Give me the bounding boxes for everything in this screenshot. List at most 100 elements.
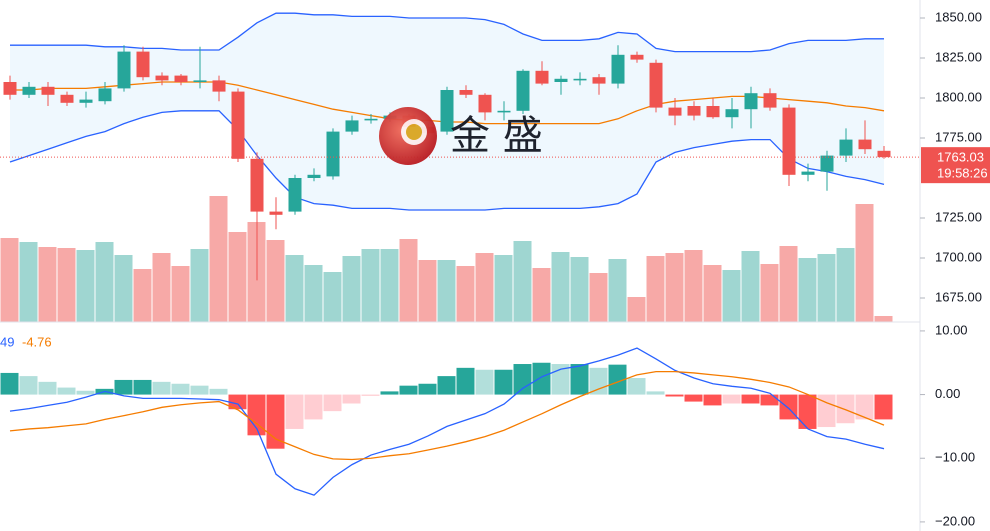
- candle-body: [592, 77, 606, 84]
- candle-body: [459, 90, 473, 95]
- candle-body: [174, 75, 188, 82]
- candle-body: [212, 80, 226, 92]
- candle-body: [41, 86, 55, 95]
- volume-bar: [703, 265, 722, 322]
- volume-bar: [95, 242, 114, 322]
- y-tick-label: 1700.00: [935, 249, 982, 264]
- candle-body: [839, 139, 853, 156]
- volume-bar: [323, 272, 342, 322]
- histogram-bar: [855, 394, 874, 420]
- candle-body: [136, 51, 150, 78]
- histogram-bar: [380, 391, 399, 395]
- histogram-bar: [665, 394, 684, 397]
- volume-bar: [38, 247, 57, 322]
- histogram-bar: [684, 394, 703, 402]
- histogram-bar: [304, 394, 323, 420]
- histogram-bar: [38, 381, 57, 395]
- y-tick-label: 1725.00: [935, 209, 982, 224]
- candle-body: [478, 94, 492, 113]
- volume-bar: [285, 255, 304, 322]
- volume-bar: [779, 246, 798, 322]
- histogram-bar: [361, 394, 380, 396]
- candle-body: [22, 86, 36, 95]
- histogram-bar: [209, 388, 228, 395]
- logo-core: [406, 124, 422, 140]
- signal-legend: -4.76: [22, 334, 52, 349]
- histogram-bar: [627, 378, 646, 395]
- price-axis: 1675.00 1700.00 1725.00 1775.00 1800.00 1825.…: [920, 9, 990, 528]
- histogram-bar: [741, 394, 760, 404]
- candle-body: [307, 174, 321, 178]
- histogram-bar: [570, 364, 589, 395]
- volume-bar: [418, 260, 437, 322]
- candle-body: [706, 106, 720, 118]
- candle-body: [535, 70, 549, 84]
- histogram-bar: [19, 376, 38, 395]
- y-tick-label: −20.00: [935, 513, 975, 528]
- candle-body: [155, 75, 169, 81]
- volume-bar: [19, 242, 38, 322]
- histogram-bar: [817, 394, 836, 428]
- volume-bar: [513, 241, 532, 322]
- candle-body: [782, 107, 796, 175]
- histogram-bar: [76, 390, 95, 395]
- candle-body: [117, 51, 131, 89]
- histogram-bar: [285, 394, 304, 429]
- volume-bar: [532, 268, 551, 322]
- volume-bar: [627, 297, 646, 322]
- candle-body: [288, 178, 302, 212]
- histogram-bar: [437, 376, 456, 395]
- candle-body: [250, 158, 264, 212]
- candle-body: [725, 109, 739, 118]
- y-tick-label: 0.00: [935, 386, 960, 401]
- candle-body: [611, 54, 625, 84]
- volume-bar: [874, 316, 893, 322]
- volume-bar: [646, 256, 665, 322]
- volume-bar: [228, 232, 247, 322]
- volume-bar: [475, 253, 494, 322]
- histogram-bar: [703, 394, 722, 406]
- volume-bar: [665, 253, 684, 322]
- candle-body: [687, 106, 701, 116]
- histogram-bar: [456, 367, 475, 395]
- histogram-bar: [57, 387, 76, 395]
- volume-bar: [551, 252, 570, 322]
- macd-legend: 49: [0, 334, 14, 349]
- volume-bar: [266, 240, 285, 322]
- volume-bar: [722, 270, 741, 322]
- histogram-bar: [513, 364, 532, 395]
- candle-body: [820, 155, 834, 172]
- time-label: 19:58:26: [937, 166, 988, 181]
- volume-bar: [798, 258, 817, 322]
- histogram-bar: [874, 394, 893, 420]
- candle-body: [744, 93, 758, 110]
- candle-body: [801, 171, 815, 175]
- volume-bar: [361, 249, 380, 322]
- candle-body: [877, 150, 891, 158]
- candle-body: [79, 99, 93, 103]
- candle-body: [3, 82, 17, 95]
- signal-line: [9, 371, 885, 461]
- histogram-bar: [171, 383, 190, 395]
- volume-bar: [760, 264, 779, 322]
- histogram-bar: [323, 394, 342, 412]
- y-tick-label: 1825.00: [935, 49, 982, 64]
- y-tick-label: −10.00: [935, 450, 975, 465]
- volume-bar: [608, 259, 627, 322]
- volume-bar: [741, 251, 760, 322]
- candle-body: [497, 110, 511, 113]
- volume-bar: [209, 196, 228, 322]
- y-tick-label: 1800.00: [935, 89, 982, 104]
- candle-body: [668, 107, 682, 116]
- last-price-label: 1763.03: [937, 150, 984, 165]
- histogram-bar: [646, 391, 665, 395]
- histogram-bar: [798, 394, 817, 429]
- price-box: [921, 147, 990, 184]
- histogram-bar: [133, 379, 152, 395]
- histogram-bar: [836, 394, 855, 424]
- volume-bar: [0, 238, 19, 322]
- histogram-bar: [532, 362, 551, 395]
- candle-body: [60, 94, 74, 103]
- y-tick-label: 1775.00: [935, 129, 982, 144]
